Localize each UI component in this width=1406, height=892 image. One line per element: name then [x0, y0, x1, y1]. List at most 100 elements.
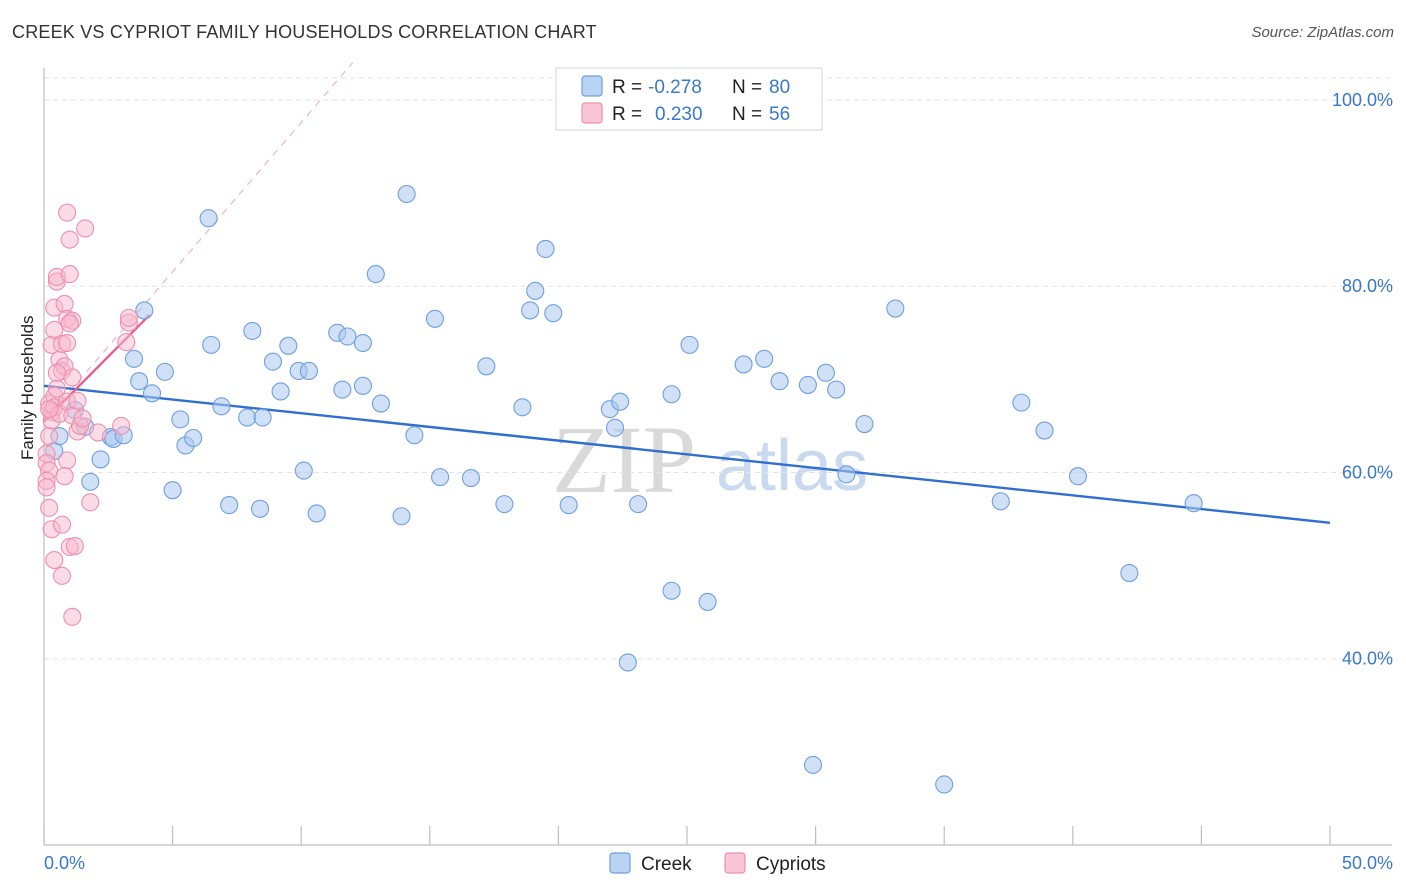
source-label: Source: ZipAtlas.com — [1251, 24, 1394, 41]
creek-point-61 — [698, 592, 717, 611]
creek-point-71 — [886, 299, 905, 318]
legend-r-value-cypriots: 0.230 — [655, 104, 703, 125]
cypriot-point-32 — [76, 219, 95, 238]
x-tick-label-min: 0.0% — [44, 853, 85, 873]
creek-point-23 — [250, 499, 270, 518]
series-legend-swatch-creek — [609, 852, 631, 874]
creek-point-38 — [353, 376, 372, 395]
creek-point-76 — [1035, 421, 1054, 440]
creek-point-36 — [353, 333, 372, 353]
creek-point-40 — [397, 184, 416, 204]
creek-point-67 — [816, 363, 835, 382]
cypriot-point-33 — [52, 515, 72, 534]
creek-point-27 — [271, 382, 290, 401]
cypriot-point-8 — [40, 427, 59, 446]
creek-point-8 — [124, 349, 144, 368]
legend-r-label-creek: R = — [612, 77, 642, 98]
creek-point-64 — [755, 349, 774, 368]
creek-point-15 — [171, 410, 190, 429]
legend-n-value-cypriots: 56 — [769, 104, 790, 125]
trend-line-cypriots-extended — [43, 62, 354, 422]
creek-point-47 — [495, 495, 514, 514]
cypriot-point-4 — [37, 478, 56, 497]
cypriot-point-29 — [60, 314, 79, 333]
creek-point-19 — [202, 335, 221, 354]
trend-line-creek — [43, 384, 1331, 524]
cypriot-point-48 — [88, 423, 108, 442]
creek-point-34 — [333, 380, 352, 399]
watermark-zip: ZIP — [552, 406, 696, 513]
creek-point-43 — [425, 309, 444, 328]
creek-point-17 — [184, 428, 203, 448]
series-legend-label-creek: Creek — [641, 854, 692, 875]
creek-point-6 — [81, 472, 100, 491]
creek-point-74 — [991, 492, 1010, 511]
creek-point-70 — [855, 414, 874, 434]
cypriot-point-53 — [63, 368, 82, 387]
creek-point-65 — [770, 372, 789, 391]
cypriot-point-49 — [112, 416, 131, 435]
creek-point-46 — [477, 357, 496, 376]
cypriot-point-26 — [60, 265, 79, 284]
creek-point-10 — [142, 384, 162, 403]
creek-point-5 — [91, 450, 110, 469]
cypriot-point-50 — [117, 333, 136, 352]
series-legend-label-cypriots: Cypriots — [756, 854, 826, 875]
creek-point-21 — [220, 496, 239, 515]
cypriot-point-38 — [81, 493, 100, 512]
creek-point-26 — [243, 321, 262, 340]
creek-point-72 — [803, 755, 823, 774]
cypriot-point-39 — [58, 451, 77, 470]
cypriot-point-16 — [45, 320, 64, 340]
cypriot-point-31 — [58, 203, 77, 222]
creek-point-62 — [618, 653, 637, 672]
cypriot-point-47 — [73, 409, 92, 428]
creek-point-31 — [307, 504, 326, 523]
legend-n-value-creek: 80 — [769, 77, 790, 98]
y-tick-label-40: 40.0% — [1342, 649, 1393, 669]
y-tick-label-60: 60.0% — [1342, 462, 1393, 482]
creek-point-41 — [392, 507, 411, 526]
y-tick-label-80: 80.0% — [1342, 276, 1393, 296]
creek-point-55 — [629, 495, 648, 514]
creek-point-79 — [1184, 494, 1203, 513]
chart-title: CREEK VS CYPRIOT FAMILY HOUSEHOLDS CORRE… — [12, 22, 597, 42]
legend-swatch-creek — [581, 75, 603, 97]
creek-point-50 — [536, 239, 555, 259]
cypriot-point-24 — [58, 333, 77, 353]
cypriot-point-7 — [45, 550, 64, 570]
stats-legend: R = -0.278 N = 80 R = 0.230 N = 56 — [555, 67, 823, 131]
tick-labels: 40.0% 60.0% 80.0% 100.0% 0.0% 50.0% — [44, 90, 1393, 873]
creek-point-49 — [526, 281, 545, 300]
series-legend: Creek Cypriots — [609, 852, 826, 875]
y-tick-label-100: 100.0% — [1332, 90, 1393, 110]
creek-point-45 — [461, 469, 481, 488]
creek-point-68 — [827, 380, 846, 399]
creek-point-63 — [734, 355, 753, 374]
creek-point-48 — [513, 398, 532, 417]
creek-point-44 — [431, 468, 450, 487]
creek-point-69 — [837, 465, 856, 484]
creek-point-60 — [662, 581, 681, 600]
cypriot-point-52 — [119, 308, 138, 327]
creek-point-28 — [279, 336, 298, 355]
cypriot-point-36 — [65, 536, 84, 556]
creek-point-24 — [263, 352, 282, 371]
creek-point-39 — [371, 394, 390, 413]
gridlines — [44, 77, 1392, 660]
creek-point-25 — [253, 408, 272, 427]
creek-point-53 — [611, 392, 630, 411]
cypriot-point-37 — [63, 607, 82, 626]
creek-point-12 — [155, 362, 174, 381]
creek-point-9 — [135, 301, 154, 320]
creek-point-73 — [935, 775, 954, 794]
cypriot-point-46 — [68, 391, 87, 410]
legend-n-label-cypriots: N = — [732, 104, 762, 125]
creek-point-51 — [544, 304, 563, 323]
creek-point-57 — [680, 335, 699, 354]
creek-point-18 — [199, 209, 218, 228]
cypriot-point-5 — [40, 498, 59, 517]
scatter-points — [37, 184, 1203, 794]
creek-point-77 — [1120, 564, 1139, 583]
